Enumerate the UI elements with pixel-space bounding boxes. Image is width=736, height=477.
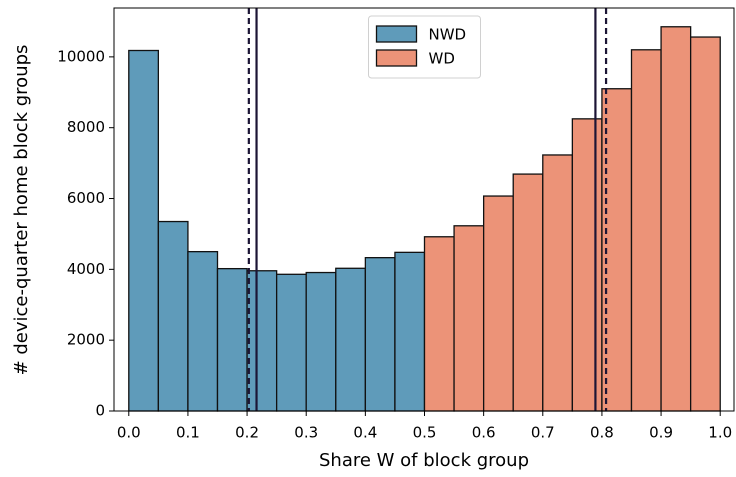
x-tick-label: 0.5: [413, 424, 437, 442]
bar: [275, 273, 307, 412]
y-tick-label: 4000: [67, 260, 105, 278]
x-tick-label: 1.0: [708, 424, 732, 442]
bar: [423, 236, 455, 412]
y-tick-label: 6000: [67, 189, 105, 207]
legend-label: WD: [429, 50, 455, 68]
bar: [394, 251, 426, 412]
x-tick-label: 0.8: [590, 424, 614, 442]
bar: [689, 36, 721, 412]
legend-swatch: [375, 25, 418, 43]
x-tick-label: 0.1: [176, 424, 200, 442]
bar: [187, 250, 219, 412]
bar: [157, 220, 189, 412]
bar: [482, 195, 514, 412]
x-tick-label: 0.9: [649, 424, 673, 442]
x-tick-label: 0.2: [235, 424, 259, 442]
bar: [216, 267, 248, 412]
legend-label: NWD: [429, 26, 467, 44]
legend-swatch: [375, 49, 418, 67]
x-tick-label: 0.0: [117, 424, 141, 442]
y-tick-label: 2000: [67, 331, 105, 349]
y-tick-label: 0: [95, 402, 105, 420]
y-tick-label: 8000: [67, 118, 105, 136]
x-tick-label: 0.7: [531, 424, 555, 442]
y-tick-label: 10000: [57, 47, 105, 65]
x-axis-label: Share W of block group: [319, 450, 529, 471]
bar: [630, 49, 662, 412]
bar: [335, 267, 367, 412]
x-tick-label: 0.6: [472, 424, 496, 442]
bar: [571, 118, 603, 412]
bar: [305, 271, 337, 412]
x-tick-label: 0.3: [294, 424, 318, 442]
x-tick-label: 0.4: [353, 424, 377, 442]
bar: [660, 26, 692, 412]
bar: [512, 173, 544, 412]
bar: [364, 257, 396, 412]
bar: [542, 154, 574, 412]
bar: [128, 49, 160, 412]
y-axis-label: # device-quarter home block groups: [11, 45, 32, 376]
bar: [453, 225, 485, 412]
bar: [246, 270, 278, 412]
